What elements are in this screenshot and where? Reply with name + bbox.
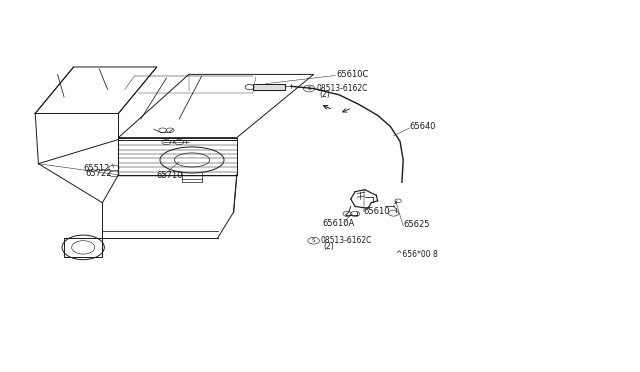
Text: (2): (2): [324, 242, 335, 251]
Text: 65625: 65625: [403, 220, 429, 229]
Text: 65610C: 65610C: [336, 70, 369, 79]
Text: 65610A: 65610A: [322, 219, 354, 228]
Text: 65722: 65722: [85, 169, 111, 178]
Text: S: S: [307, 86, 311, 91]
Text: 65512: 65512: [83, 164, 109, 173]
Text: (2): (2): [319, 90, 330, 99]
Text: 65640: 65640: [410, 122, 436, 131]
Text: 65710: 65710: [157, 171, 183, 180]
Polygon shape: [253, 84, 285, 90]
Text: ^656*00 8: ^656*00 8: [396, 250, 437, 259]
Text: 08513-6162C: 08513-6162C: [316, 84, 367, 93]
Text: 08513-6162C: 08513-6162C: [321, 236, 372, 245]
Text: 65610: 65610: [364, 207, 390, 216]
Text: S: S: [312, 238, 316, 243]
